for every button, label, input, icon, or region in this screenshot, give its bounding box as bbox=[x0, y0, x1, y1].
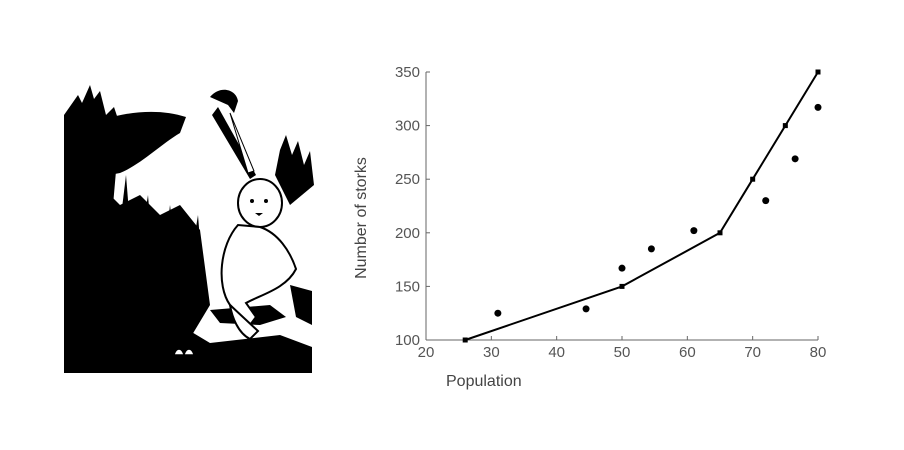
x-tick-label: 30 bbox=[483, 344, 500, 361]
chart-axes bbox=[425, 72, 818, 341]
stork-beak bbox=[229, 112, 255, 174]
stork-population-chart: 20 30 40 50 60 70 80 100 150 200 250 300 350 Popula… bbox=[353, 64, 827, 390]
data-point bbox=[647, 245, 655, 253]
fit-line-marker bbox=[462, 337, 468, 343]
baby-figure bbox=[220, 178, 298, 341]
stork-illustration bbox=[64, 85, 314, 373]
data-point bbox=[690, 227, 698, 235]
y-tick-label: 350 bbox=[395, 64, 420, 81]
data-point bbox=[791, 155, 799, 163]
y-tick-label: 250 bbox=[395, 171, 420, 188]
x-tick-label: 70 bbox=[744, 344, 761, 361]
y-tick-label: 300 bbox=[395, 118, 420, 135]
fit-line-marker bbox=[750, 176, 756, 182]
data-point bbox=[494, 309, 502, 317]
y-axis-label: Number of storks bbox=[353, 157, 370, 279]
data-point bbox=[618, 264, 626, 272]
x-tick-label: 80 bbox=[810, 344, 827, 361]
fit-line bbox=[464, 71, 819, 341]
y-ticks: 100 150 200 250 300 350 bbox=[395, 64, 430, 349]
stork-engraving-artwork bbox=[64, 85, 314, 373]
x-tick-label: 60 bbox=[679, 344, 696, 361]
scatter-points bbox=[494, 103, 822, 317]
x-ticks: 20 30 40 50 60 70 80 bbox=[418, 336, 827, 361]
y-tick-label: 200 bbox=[395, 225, 420, 242]
x-tick-label: 40 bbox=[548, 344, 565, 361]
fit-line-marker bbox=[619, 283, 625, 289]
water-lily bbox=[173, 348, 195, 356]
fit-line-markers bbox=[462, 69, 821, 343]
x-axis-label: Population bbox=[446, 373, 522, 390]
x-tick-label: 20 bbox=[418, 344, 435, 361]
data-point bbox=[814, 103, 822, 111]
data-point bbox=[582, 305, 590, 313]
data-point bbox=[762, 197, 770, 205]
fit-line-marker bbox=[782, 123, 788, 129]
fit-line-marker bbox=[717, 230, 723, 236]
x-tick-label: 50 bbox=[614, 344, 631, 361]
y-tick-label: 100 bbox=[395, 332, 420, 349]
fit-line-marker bbox=[815, 69, 821, 75]
baby-face bbox=[250, 199, 268, 216]
y-tick-label: 150 bbox=[395, 278, 420, 295]
